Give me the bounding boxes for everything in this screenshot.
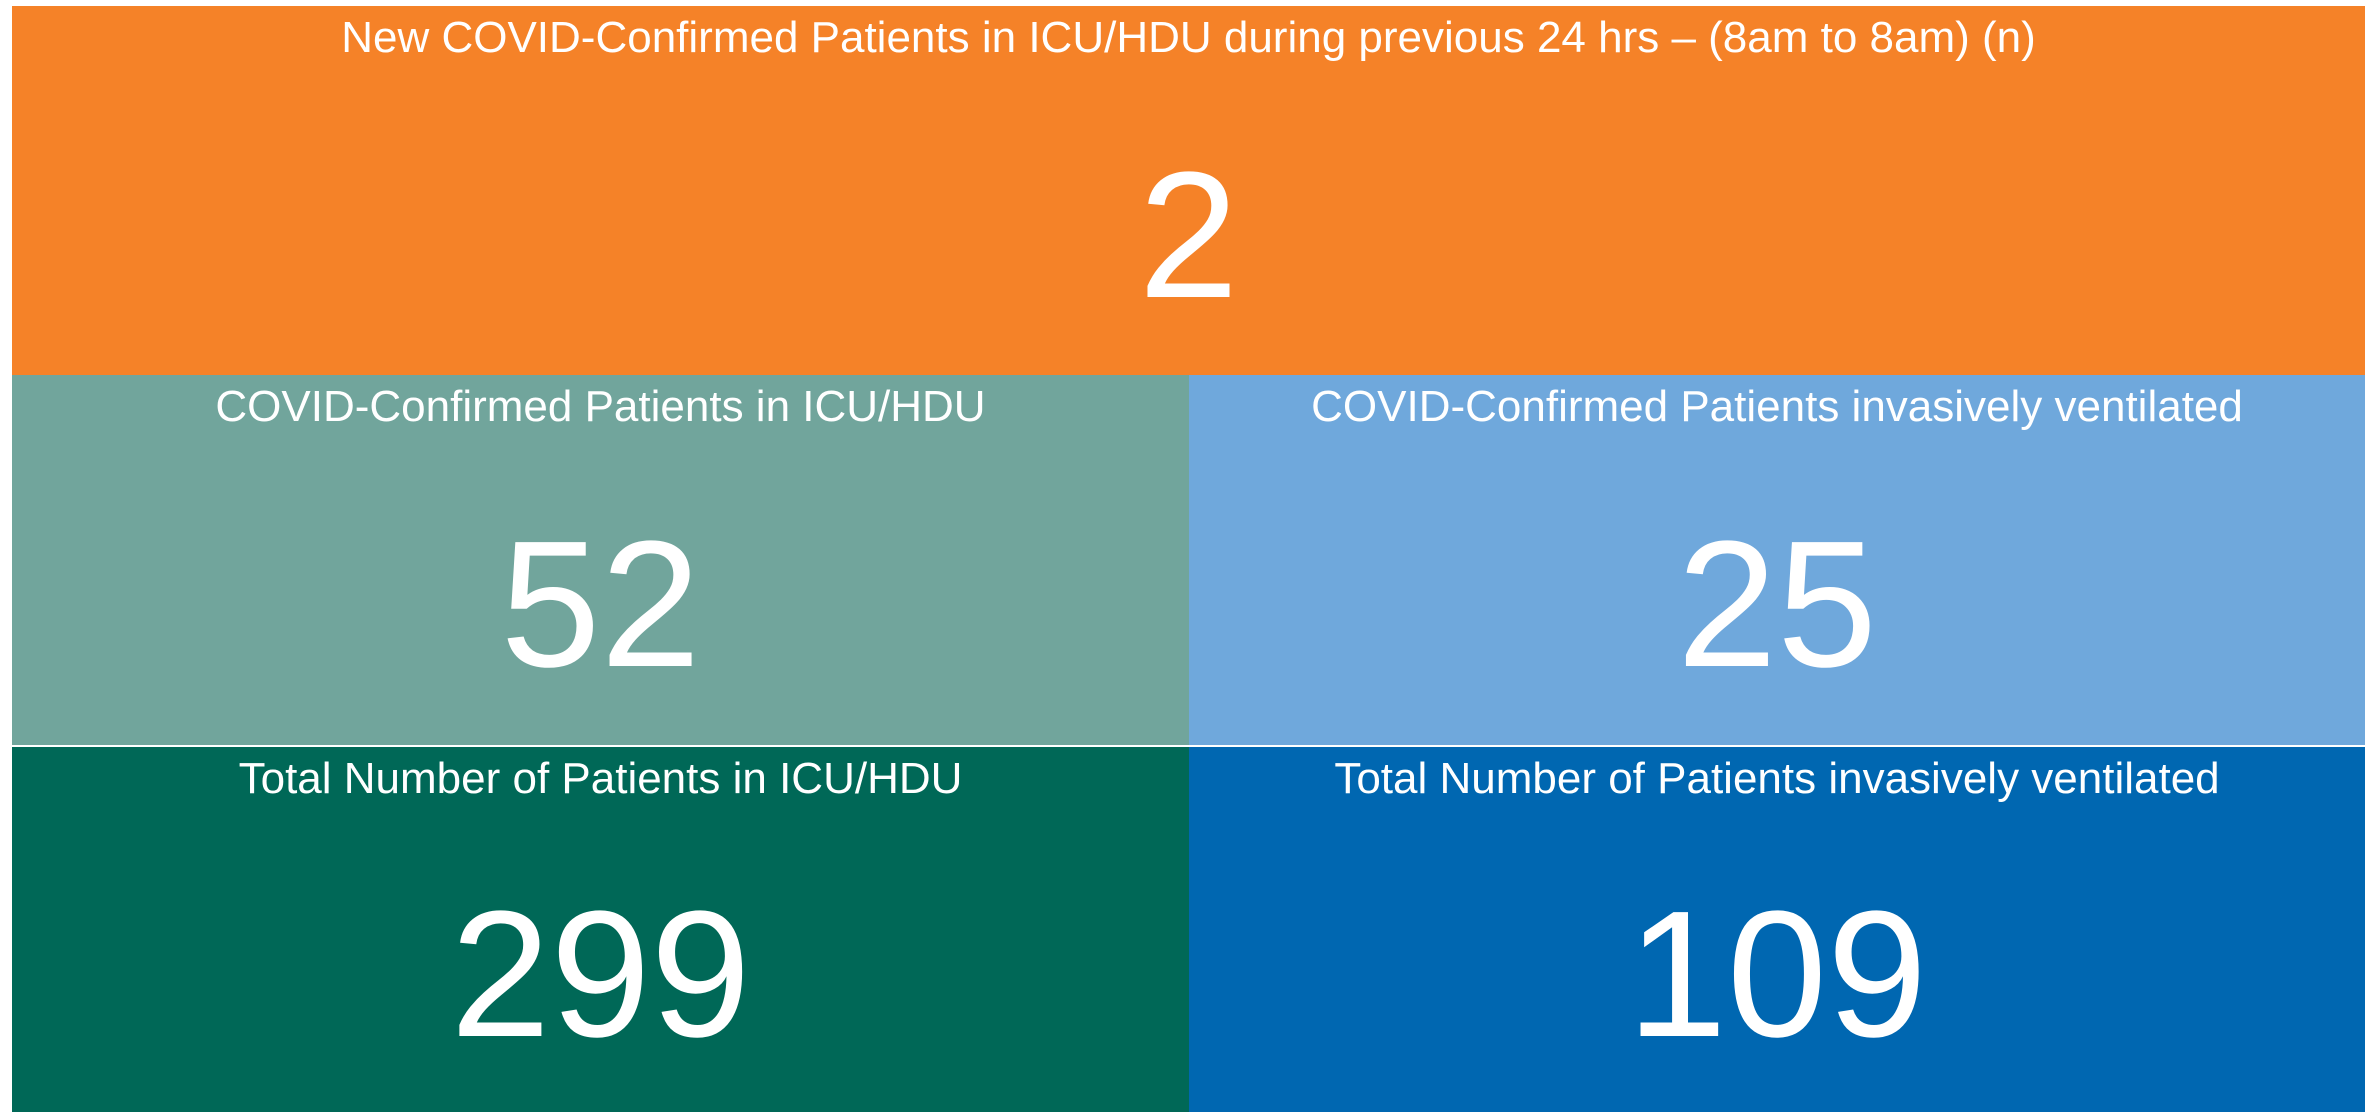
tile: Total Number of Patients in ICU/HDU 299 [12, 747, 1189, 1112]
tile: COVID-Confirmed Patients in ICU/HDU 52 [12, 375, 1189, 745]
tile-value: 25 [1676, 504, 1878, 705]
tile-value: 299 [450, 873, 751, 1075]
tile-value: 109 [1626, 873, 1928, 1075]
tile: Total Number of Patients invasively vent… [1189, 747, 2365, 1112]
tile-label: Total Number of Patients invasively vent… [1334, 754, 2220, 803]
tile-value: 52 [500, 504, 701, 705]
tile-value: 2 [1138, 134, 1239, 336]
tile-label: New COVID-Confirmed Patients in ICU/HDU … [341, 13, 2036, 62]
tile-label: COVID-Confirmed Patients invasively vent… [1311, 382, 2243, 431]
tile-label: COVID-Confirmed Patients in ICU/HDU [215, 382, 986, 431]
tile: New COVID-Confirmed Patients in ICU/HDU … [12, 6, 2365, 375]
tile-label: Total Number of Patients in ICU/HDU [238, 754, 963, 803]
tile: COVID-Confirmed Patients invasively vent… [1189, 375, 2365, 745]
